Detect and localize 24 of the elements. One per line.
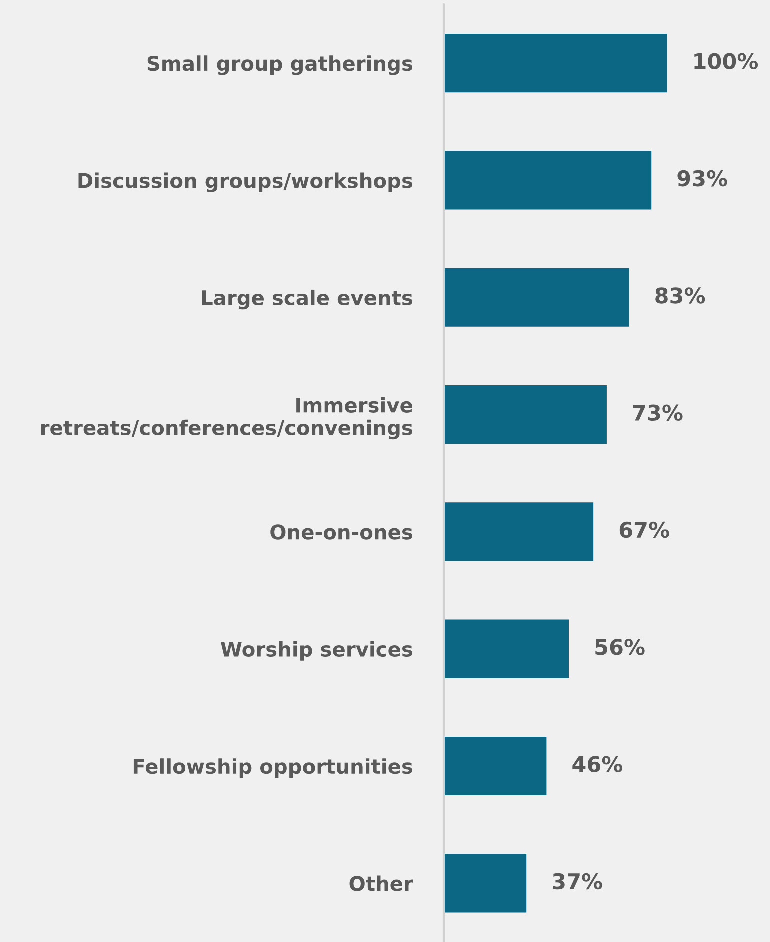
data-label: 46% (572, 756, 623, 773)
bar (444, 502, 594, 562)
y-tick-label: Discussion groups/workshops (78, 172, 412, 192)
bar (444, 620, 570, 678)
data-label: 93% (678, 170, 728, 187)
data-label: 73% (633, 404, 683, 422)
data-label: 56% (596, 639, 645, 656)
bar (444, 854, 527, 913)
y-tick-label: Large scale events (202, 290, 412, 310)
data-label: 100% (694, 53, 758, 70)
data-label: 83% (656, 288, 706, 304)
bar (444, 268, 630, 327)
y-tick-label: Small group gatherings (148, 56, 412, 76)
y-tick-label: One-on-ones (270, 524, 412, 540)
bar (444, 151, 652, 210)
y-tick-label: Fellowship opportunities (134, 758, 412, 778)
data-label: 67% (620, 522, 670, 538)
bar (444, 385, 607, 444)
y-tick-label: Immersive retreats/conferences/convenings (41, 397, 412, 440)
y-tick-label: Other (350, 876, 414, 892)
y-tick-label: Worship services (220, 641, 412, 661)
data-label: 37% (553, 873, 602, 890)
bar (444, 34, 668, 93)
bar (444, 736, 547, 796)
